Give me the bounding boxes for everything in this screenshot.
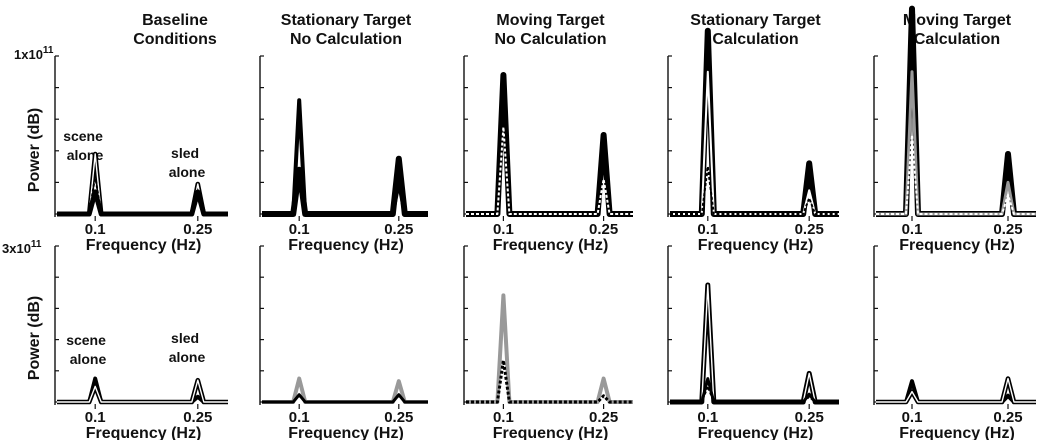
x-tick-label: 0.1 xyxy=(697,221,718,238)
sled-alone-annotation-row1: sled alone xyxy=(169,145,206,180)
x-axis-label: Frequency (Hz) xyxy=(493,425,609,440)
series-line xyxy=(466,126,633,215)
series-line-inner xyxy=(57,379,228,403)
series-line xyxy=(876,134,1036,215)
x-tick-label: 0.25 xyxy=(795,221,824,238)
row2-scale-label: 3x1011 xyxy=(2,239,42,256)
series-2 xyxy=(262,393,428,404)
x-tick-label: 0.25 xyxy=(589,221,618,238)
series-3 xyxy=(876,134,1036,215)
x-tick-label: 0.1 xyxy=(493,221,514,238)
sled-alone-annotation-row2: sled alone xyxy=(169,330,206,365)
x-tick-label: 0.25 xyxy=(384,409,413,426)
series-2 xyxy=(57,377,228,405)
series-line-outline xyxy=(876,376,1036,405)
series-1 xyxy=(670,282,839,405)
panel-title-line: Calculation xyxy=(914,31,1000,48)
series-line xyxy=(262,98,428,216)
series-1 xyxy=(670,27,839,217)
x-tick-label: 0.1 xyxy=(493,409,514,426)
x-axis-label: Frequency (Hz) xyxy=(86,425,202,440)
x-tick-label: 0.1 xyxy=(697,409,718,426)
series-3 xyxy=(670,165,839,215)
x-tick-label: 0.1 xyxy=(289,221,310,238)
x-tick-label: 0.25 xyxy=(993,409,1022,426)
x-axis-label: Frequency (Hz) xyxy=(698,237,814,254)
x-tick-label: 0.1 xyxy=(902,409,923,426)
x-tick-label: 0.1 xyxy=(85,221,106,238)
x-axis-label: Frequency (Hz) xyxy=(899,425,1015,440)
panel-title-line: Moving Target xyxy=(903,12,1012,29)
x-axis-label: Frequency (Hz) xyxy=(288,237,404,254)
series-1 xyxy=(466,72,633,217)
panel-title-line: Stationary Target xyxy=(690,12,821,29)
x-tick-label: 0.1 xyxy=(902,221,923,238)
series-line xyxy=(670,27,839,217)
series-line-outline xyxy=(670,282,839,405)
row2-y-axis-label: Power (dB) xyxy=(26,296,43,380)
panel-title-line: Calculation xyxy=(712,31,798,48)
series-2 xyxy=(466,126,633,215)
x-tick-label: 0.25 xyxy=(795,409,824,426)
x-tick-label: 0.25 xyxy=(384,221,413,238)
x-axis-label: Frequency (Hz) xyxy=(899,237,1015,254)
x-tick-label: 0.25 xyxy=(183,409,212,426)
panel-title-line: No Calculation xyxy=(290,31,402,48)
x-tick-label: 0.1 xyxy=(289,409,310,426)
series-line xyxy=(670,165,839,215)
x-axis-label: Frequency (Hz) xyxy=(698,425,814,440)
x-tick-label: 0.25 xyxy=(183,221,212,238)
panel-title-line: No Calculation xyxy=(494,31,606,48)
x-axis-label: Frequency (Hz) xyxy=(493,237,609,254)
x-tick-label: 0.1 xyxy=(85,409,106,426)
panel-title-line: Baseline xyxy=(142,12,208,29)
x-tick-label: 0.25 xyxy=(993,221,1022,238)
series-line xyxy=(466,72,633,217)
x-axis-label: Frequency (Hz) xyxy=(86,237,202,254)
series-2 xyxy=(876,376,1036,405)
row1-scale-label: 1x1011 xyxy=(14,45,54,62)
panel-title-line: Stationary Target xyxy=(281,12,412,29)
row1-y-axis-label: Power (dB) xyxy=(26,108,43,192)
scene-alone-annotation-row2: scene alone xyxy=(66,332,110,367)
x-tick-label: 0.25 xyxy=(589,409,618,426)
series-1 xyxy=(466,293,633,404)
series-line xyxy=(466,293,633,404)
x-axis-label: Frequency (Hz) xyxy=(288,425,404,440)
series-3 xyxy=(57,175,228,215)
series-line xyxy=(262,393,428,404)
series-2 xyxy=(262,98,428,216)
scene-alone-annotation-row1: scene alone xyxy=(63,128,107,163)
series-line xyxy=(57,175,228,215)
panel-title-line: Moving Target xyxy=(496,12,605,29)
panel-title-line: Conditions xyxy=(133,31,217,48)
series-line-inner xyxy=(876,377,1036,403)
